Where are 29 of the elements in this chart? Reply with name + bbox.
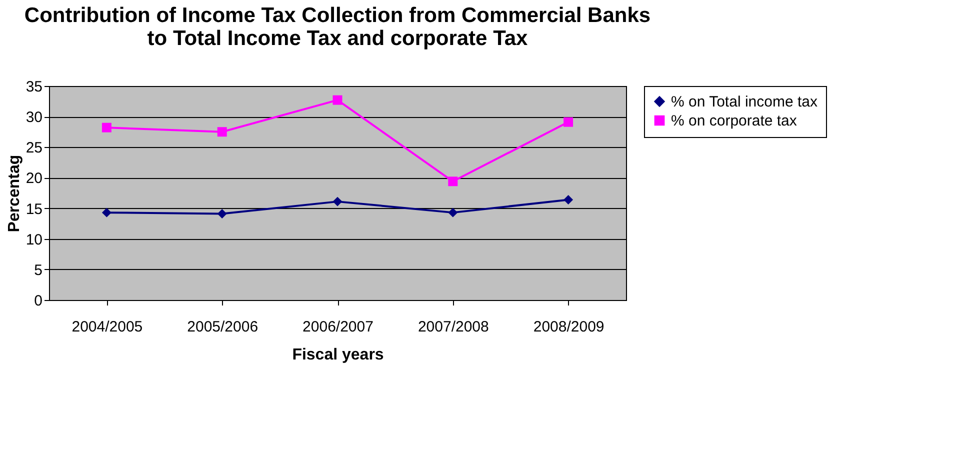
point bbox=[217, 127, 227, 137]
y-tick-label: 5 bbox=[34, 262, 42, 279]
point bbox=[448, 176, 458, 186]
point bbox=[217, 209, 227, 219]
text: Contribution of Income Tax Collection from Commercial Banks bbox=[24, 4, 651, 27]
y-tick-label: 15 bbox=[26, 200, 42, 218]
x-tick-label: 2007/2008 bbox=[418, 318, 489, 336]
x-tick-label: 2005/2006 bbox=[187, 318, 258, 336]
legend-label: % on Total income tax bbox=[671, 94, 818, 110]
x-axis-title: Fiscal years bbox=[292, 346, 384, 364]
point bbox=[448, 208, 458, 218]
y-tick-label: 10 bbox=[26, 231, 42, 248]
x-tick-label: 2008/2009 bbox=[533, 318, 604, 336]
point bbox=[332, 196, 342, 206]
y-axis-title: Percentag bbox=[6, 154, 23, 232]
point bbox=[102, 122, 112, 132]
y-tick-label: 0 bbox=[34, 292, 42, 310]
y-tick-label: 30 bbox=[26, 109, 42, 126]
legend-label: % on corporate tax bbox=[671, 112, 798, 130]
point bbox=[564, 117, 574, 127]
y-tick-label: 20 bbox=[26, 170, 42, 188]
text: to Total Income Tax and corporate Tax bbox=[147, 27, 528, 50]
point bbox=[332, 95, 342, 105]
y-tick-label: 25 bbox=[26, 140, 42, 157]
x-tick-label: 2004/2005 bbox=[72, 318, 143, 336]
x-tick-label: 2006/2007 bbox=[302, 318, 374, 336]
point bbox=[102, 208, 112, 218]
point bbox=[564, 194, 574, 204]
y-tick-label: 35 bbox=[26, 78, 42, 96]
